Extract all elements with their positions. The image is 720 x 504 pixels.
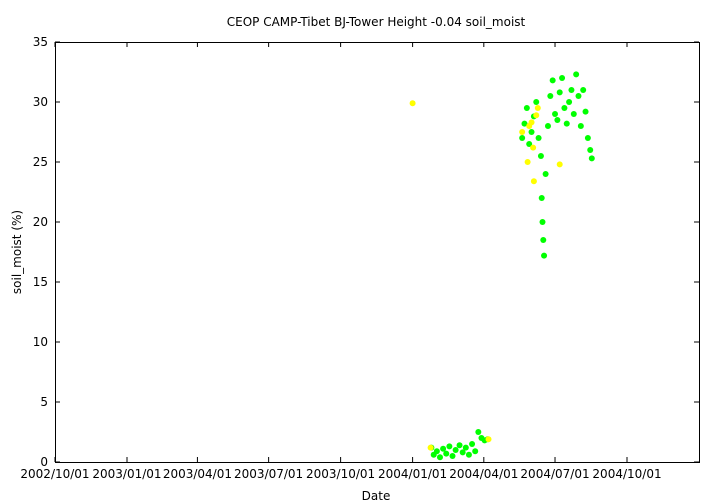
- x-axis-label: Date: [362, 489, 391, 503]
- data-point: [533, 99, 540, 105]
- data-point: [552, 111, 559, 117]
- y-tick-label: 10: [33, 335, 48, 349]
- data-point: [538, 195, 545, 201]
- data-point: [582, 108, 589, 115]
- data-point: [559, 75, 566, 81]
- data-point: [533, 112, 540, 119]
- data-point: [526, 141, 533, 147]
- data-point: [409, 100, 416, 107]
- data-point: [519, 129, 526, 135]
- data-point: [542, 171, 549, 177]
- data-point: [539, 219, 546, 225]
- x-tick-label: 2002/10/01: [20, 467, 89, 481]
- data-point: [452, 447, 459, 453]
- data-point: [534, 105, 541, 111]
- x-tick-label: 2004/01/01: [378, 467, 447, 481]
- data-point: [449, 453, 456, 459]
- data-point: [472, 448, 479, 455]
- x-tick-label: 2003/10/01: [306, 467, 375, 481]
- x-tick-label: 2003/04/01: [163, 467, 232, 481]
- x-tick-label: 2003/07/01: [234, 467, 303, 481]
- data-point: [549, 77, 556, 84]
- data-point: [556, 89, 563, 96]
- x-axis: 2002/10/01 2003/01/01 2003/04/01 2003/07/01…: [20, 42, 662, 481]
- data-point: [475, 429, 482, 435]
- chart-title: CEOP CAMP-Tibet BJ-Tower Height -0.04 so…: [227, 15, 526, 29]
- x-tick-label: 2004/10/01: [592, 467, 661, 481]
- x-tick-label: 2003/01/01: [92, 467, 161, 481]
- y-tick-label: 35: [33, 35, 48, 49]
- data-point: [584, 135, 591, 141]
- data-point: [523, 105, 530, 111]
- y-tick-label: 20: [33, 215, 48, 229]
- data-point: [462, 444, 469, 451]
- data-point: [443, 450, 450, 457]
- data-point: [580, 87, 587, 93]
- y-tick-label: 15: [33, 275, 48, 289]
- data-point: [427, 444, 434, 451]
- data-point: [566, 99, 573, 105]
- data-point: [541, 252, 548, 259]
- data-point: [568, 87, 575, 93]
- y-tick-label: 0: [40, 455, 48, 469]
- x-tick-label: 2004/04/01: [449, 467, 518, 481]
- data-point: [436, 454, 443, 461]
- data-point: [528, 129, 535, 135]
- data-point: [433, 448, 440, 455]
- y-tick-label: 25: [33, 155, 48, 169]
- data-point: [561, 105, 568, 111]
- data-point: [587, 147, 594, 153]
- data-point: [573, 71, 580, 78]
- data-point: [577, 123, 584, 129]
- x-tick-label: 2004/07/01: [520, 467, 589, 481]
- data-point: [528, 119, 535, 126]
- y-tick-label: 5: [40, 395, 48, 409]
- data-point: [456, 442, 463, 449]
- data-point: [547, 93, 554, 99]
- data-point: [554, 117, 561, 123]
- plot-frame: [55, 42, 700, 463]
- data-point: [530, 144, 537, 151]
- data-point: [544, 123, 551, 129]
- y-axis-label: soil_moist (%): [10, 210, 24, 294]
- data-point: [465, 451, 472, 458]
- data-point: [524, 159, 531, 165]
- data-point: [519, 135, 526, 141]
- data-point: [537, 153, 544, 159]
- data-point: [521, 120, 528, 127]
- data-point: [556, 161, 563, 168]
- data-point: [485, 436, 492, 443]
- data-point: [459, 449, 466, 456]
- data-point: [575, 93, 582, 99]
- data-point: [446, 443, 453, 450]
- y-tick-label: 30: [33, 95, 48, 109]
- y-axis: 0 5 10 15 20 25 30 35: [33, 35, 699, 469]
- data-point: [570, 111, 577, 117]
- data-point: [440, 445, 447, 452]
- data-points: [409, 71, 595, 461]
- data-point: [469, 441, 476, 447]
- data-point: [563, 120, 570, 127]
- data-point: [530, 178, 537, 185]
- data-point: [535, 135, 542, 141]
- data-point: [540, 237, 547, 243]
- data-point: [588, 155, 595, 162]
